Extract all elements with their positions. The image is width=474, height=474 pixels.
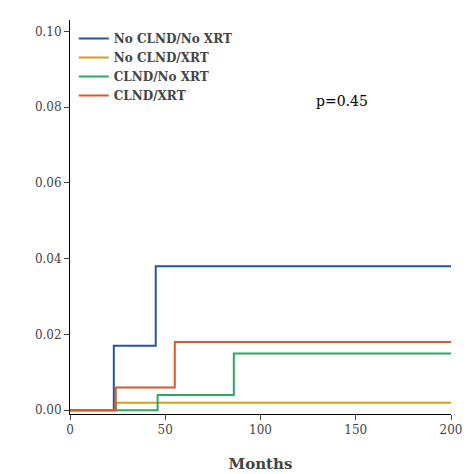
svg-text:0.06: 0.06 [35,176,62,190]
svg-text:CLND/No XRT: CLND/No XRT [114,70,209,84]
svg-text:200: 200 [440,423,463,437]
svg-text:100: 100 [249,423,272,437]
svg-text:0: 0 [66,423,74,437]
svg-text:CLND/XRT: CLND/XRT [114,89,186,103]
svg-text:50: 50 [158,423,173,437]
svg-text:0.00: 0.00 [35,403,62,417]
svg-text:No CLND/XRT: No CLND/XRT [114,51,209,65]
svg-text:0.04: 0.04 [35,252,62,266]
svg-text:Months: Months [229,455,293,473]
svg-text:p=0.45: p=0.45 [316,93,368,109]
svg-text:150: 150 [344,423,367,437]
svg-text:0.10: 0.10 [35,25,62,39]
svg-text:No CLND/No XRT: No CLND/No XRT [114,32,232,46]
svg-text:0.08: 0.08 [35,100,62,114]
svg-text:0.02: 0.02 [35,328,62,342]
